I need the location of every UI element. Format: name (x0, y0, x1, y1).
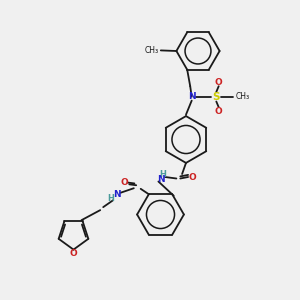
Text: H: H (107, 194, 114, 203)
Text: N: N (188, 92, 196, 101)
Text: S: S (212, 92, 220, 102)
Text: CH₃: CH₃ (145, 46, 159, 55)
Text: H: H (159, 170, 166, 179)
Text: O: O (215, 78, 223, 87)
Text: N: N (157, 175, 164, 184)
Text: CH₃: CH₃ (236, 92, 250, 101)
Text: N: N (113, 190, 121, 199)
Text: O: O (69, 249, 77, 258)
Text: O: O (215, 106, 223, 116)
Text: O: O (121, 178, 129, 187)
Text: O: O (188, 172, 196, 182)
